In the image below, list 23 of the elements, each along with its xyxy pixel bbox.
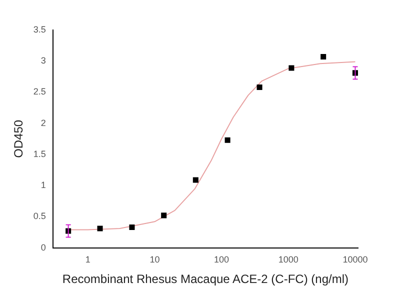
x-tick-label: 1000: [278, 254, 298, 265]
x-tick-label: 10000: [342, 254, 368, 265]
y-tick-label: 2.5: [33, 86, 46, 97]
y-tick-label: 3.5: [33, 24, 46, 34]
y-tick-label: 3: [40, 56, 46, 66]
point: [288, 65, 294, 71]
point: [320, 54, 326, 60]
x-axis-title: Recombinant Rhesus Macaque ACE-2 (C-FC) (ng/ml): [62, 272, 349, 286]
x-tick-label: 1: [85, 254, 90, 265]
y-tick-label: 0: [40, 242, 46, 252]
x-tick-label: 100: [214, 254, 230, 265]
y-tick-label: 0.5: [33, 211, 46, 222]
point: [97, 226, 103, 232]
point: [161, 212, 167, 218]
y-axis-title: OD450: [12, 120, 26, 158]
y-tick-label: 1.5: [33, 148, 46, 159]
point: [192, 177, 198, 183]
y-tick-label: 1: [40, 180, 46, 190]
point: [256, 84, 262, 90]
point: [129, 224, 135, 230]
point: [224, 137, 230, 143]
y-tick-label: 2: [40, 118, 46, 128]
x-tick-label: 10: [150, 254, 160, 265]
